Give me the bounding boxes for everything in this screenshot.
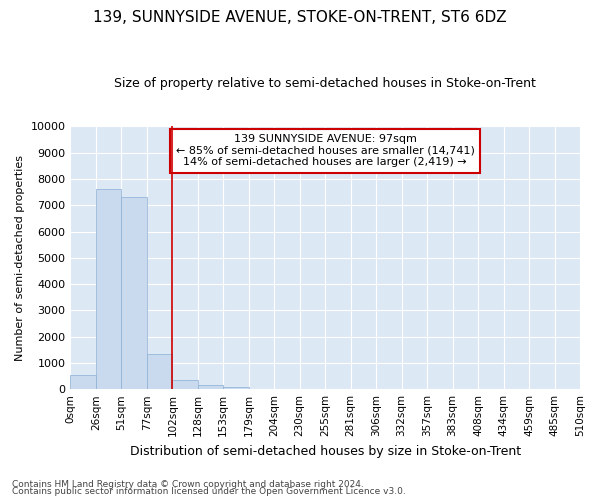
- Bar: [147, 354, 172, 389]
- Y-axis label: Number of semi-detached properties: Number of semi-detached properties: [15, 155, 25, 361]
- Bar: [223, 386, 249, 389]
- Text: Contains HM Land Registry data © Crown copyright and database right 2024.: Contains HM Land Registry data © Crown c…: [12, 480, 364, 489]
- Title: Size of property relative to semi-detached houses in Stoke-on-Trent: Size of property relative to semi-detach…: [114, 78, 536, 90]
- Text: 139 SUNNYSIDE AVENUE: 97sqm
← 85% of semi-detached houses are smaller (14,741)
1: 139 SUNNYSIDE AVENUE: 97sqm ← 85% of sem…: [176, 134, 475, 168]
- Bar: [121, 198, 147, 389]
- Bar: [172, 380, 198, 389]
- Bar: [70, 374, 96, 389]
- Text: 139, SUNNYSIDE AVENUE, STOKE-ON-TRENT, ST6 6DZ: 139, SUNNYSIDE AVENUE, STOKE-ON-TRENT, S…: [93, 10, 507, 25]
- Bar: [198, 385, 223, 389]
- X-axis label: Distribution of semi-detached houses by size in Stoke-on-Trent: Distribution of semi-detached houses by …: [130, 444, 521, 458]
- Text: Contains public sector information licensed under the Open Government Licence v3: Contains public sector information licen…: [12, 487, 406, 496]
- Bar: [96, 190, 121, 389]
